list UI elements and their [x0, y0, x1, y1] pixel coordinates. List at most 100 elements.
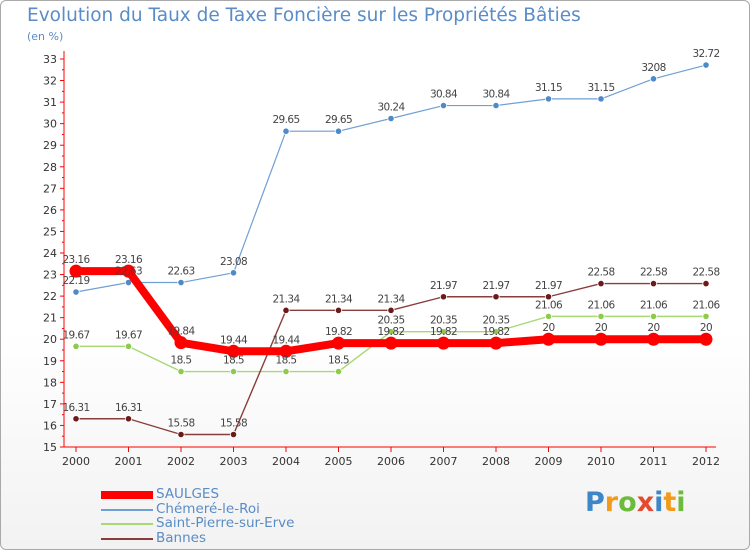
data-point-bannes — [544, 293, 553, 301]
data-label-chemere-le-roi: 23.08 — [220, 256, 247, 268]
data-point-saint-pierre-sur-erve — [387, 328, 395, 336]
x-tick-label: 2000 — [62, 455, 90, 468]
data-label-bannes: 21.34 — [377, 293, 405, 305]
x-tick-label: 2004 — [272, 455, 300, 468]
data-point-bannes — [282, 306, 290, 314]
data-point-bannes — [334, 306, 343, 314]
data-label-saint-pierre-sur-erve: 21.06 — [535, 299, 563, 311]
chart-axes: 15 16 17 18 19 20 21 22 23 24 25 26 27 28 29 30 31 32 33 20… — [43, 51, 720, 468]
x-tick-label: 2003 — [220, 455, 248, 468]
data-label-bannes: 21.97 — [482, 280, 509, 292]
x-tick-label: 2011 — [640, 455, 668, 468]
data-point-saint-pierre-sur-erve — [72, 342, 80, 350]
x-tick-label: 2006 — [377, 455, 405, 468]
data-point-saulges — [699, 332, 713, 346]
data-label-saint-pierre-sur-erve: 21.06 — [587, 299, 615, 311]
logo-letter: i — [676, 487, 686, 518]
y-tick-label: 25 — [43, 225, 57, 238]
logo-letter: o — [618, 487, 637, 518]
y-tick-label: 31 — [43, 96, 57, 109]
data-label-saulges: 20 — [595, 322, 607, 334]
data-point-saulges — [332, 336, 345, 350]
data-point-bannes — [597, 280, 605, 288]
data-point-bannes — [649, 280, 658, 288]
y-tick-label: 21 — [43, 312, 57, 325]
chart-series — [69, 61, 713, 439]
data-point-saint-pierre-sur-erve — [229, 367, 238, 376]
x-tick-label: 2010 — [587, 455, 615, 468]
data-label-bannes: 21.97 — [430, 280, 457, 292]
data-point-saint-pierre-sur-erve — [492, 328, 500, 336]
legend-swatch — [101, 523, 153, 525]
logo-letter: P — [585, 487, 605, 518]
y-tick-label: 28 — [43, 161, 57, 174]
x-tick-label: 2005 — [325, 455, 353, 468]
data-label-bannes: 22.58 — [587, 267, 614, 279]
data-label-saint-pierre-sur-erve: 21.06 — [692, 299, 720, 311]
data-label-saint-pierre-sur-erve: 18.5 — [171, 355, 192, 367]
data-point-saint-pierre-sur-erve — [282, 367, 290, 376]
data-point-chemere-le-roi — [177, 278, 185, 287]
data-label-chemere-le-roi: 30.84 — [482, 89, 510, 101]
logo-letter: x — [636, 487, 655, 518]
data-point-bannes — [72, 415, 80, 423]
data-point-chemere-le-roi — [229, 269, 238, 277]
data-label-saint-pierre-sur-erve: 18.5 — [328, 355, 349, 367]
y-tick-label: 29 — [43, 139, 57, 152]
legend-label: SAULGES — [156, 486, 220, 502]
y-tick-label: 22 — [43, 290, 57, 303]
data-label-bannes: 21.97 — [535, 280, 562, 292]
data-point-saulges — [227, 344, 240, 358]
data-point-saulges — [122, 264, 135, 278]
data-label-bannes: 22.58 — [640, 267, 667, 279]
data-label-saulges: 20 — [542, 322, 554, 334]
data-label-saulges: 19.82 — [430, 326, 457, 338]
data-point-saint-pierre-sur-erve — [439, 328, 448, 336]
data-label-saulges: 19.82 — [377, 326, 404, 338]
data-point-chemere-le-roi — [492, 101, 500, 110]
data-label-saulges: 19.82 — [325, 326, 352, 338]
y-tick-label: 20 — [43, 333, 57, 346]
x-tick-label: 2012 — [692, 455, 720, 468]
data-point-bannes — [387, 306, 395, 314]
logo-letter: i — [654, 487, 664, 518]
y-tick-label: 15 — [43, 441, 57, 454]
data-label-saulges: 23.16 — [115, 254, 143, 266]
chart-unit-label: (en %) — [27, 30, 64, 43]
data-label-saint-pierre-sur-erve: 19.67 — [62, 329, 89, 341]
y-tick-label: 33 — [43, 53, 57, 66]
y-tick-label: 23 — [43, 269, 57, 282]
data-point-saulges — [437, 336, 450, 350]
data-point-chemere-le-roi — [544, 95, 553, 103]
data-point-saulges — [69, 264, 83, 278]
legend-label: Bannes — [156, 530, 206, 546]
proxiti-logo: Proxiti — [585, 487, 686, 518]
legend-label: Saint-Pierre-sur-Erve — [156, 515, 295, 531]
data-point-saint-pierre-sur-erve — [544, 312, 553, 320]
data-point-bannes — [177, 430, 185, 439]
data-label-chemere-le-roi: 31.15 — [535, 82, 562, 94]
data-point-chemere-le-roi — [72, 288, 80, 296]
data-point-saint-pierre-sur-erve — [597, 312, 605, 320]
chart-title: Evolution du Taux de Taxe Foncière sur l… — [27, 5, 581, 26]
x-tick-label: 2007 — [430, 455, 458, 468]
data-point-saulges — [174, 336, 188, 350]
x-tick-label: 2009 — [535, 455, 563, 468]
data-point-saulges — [489, 336, 503, 350]
data-label-chemere-le-roi: 30.84 — [430, 89, 458, 101]
data-label-chemere-le-roi: 30.24 — [377, 101, 405, 113]
data-label-saint-pierre-sur-erve: 19.67 — [115, 329, 142, 341]
series-line-chemere-le-roi — [75, 64, 707, 293]
data-label-chemere-le-roi: 29.65 — [325, 114, 352, 126]
y-tick-label: 32 — [43, 75, 57, 88]
data-point-bannes — [702, 280, 710, 288]
chart-data-labels: 22.19 22.63 22.63 23.08 29.65 29.65 30.24 30.84… — [62, 48, 721, 429]
data-point-saulges — [542, 332, 555, 346]
data-label-saint-pierre-sur-erve: 21.06 — [640, 299, 668, 311]
y-tick-label: 30 — [43, 118, 57, 131]
data-label-saulges: 19.44 — [220, 334, 248, 346]
data-label-chemere-le-roi: 22.19 — [62, 275, 89, 287]
data-label-bannes: 21.34 — [272, 293, 300, 305]
data-label-bannes: 16.31 — [62, 402, 89, 414]
y-tick-label: 26 — [43, 204, 57, 217]
